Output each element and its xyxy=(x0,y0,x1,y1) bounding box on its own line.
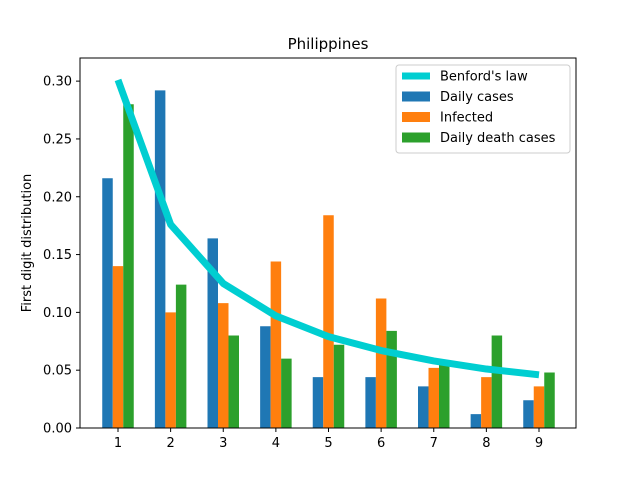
y-tick-label-0.15: 0.15 xyxy=(43,248,72,263)
x-tick-label-6: 6 xyxy=(377,436,385,451)
bar-daily-death-cases-1 xyxy=(123,104,134,428)
bar-infected-3 xyxy=(218,303,229,429)
bar-daily-cases-9 xyxy=(523,400,534,428)
bar-infected-1 xyxy=(112,266,124,429)
bar-daily-cases-6 xyxy=(365,377,376,429)
y-tick-label-0.25: 0.25 xyxy=(43,132,72,147)
bar-infected-9 xyxy=(533,386,545,429)
bar-daily-cases-5 xyxy=(312,377,324,429)
bar-daily-death-cases-3 xyxy=(228,335,239,428)
bar-infected-2 xyxy=(165,312,176,429)
bar-daily-cases-7 xyxy=(418,386,429,429)
legend-label-daily-death-cases: Daily death cases xyxy=(440,131,556,146)
benford-law-line xyxy=(114,78,540,379)
y-tick-label-0.05: 0.05 xyxy=(43,364,72,379)
legend: Benford's law Daily cases Infected Daily de… xyxy=(395,64,571,154)
chart-title: Philippines xyxy=(288,35,369,53)
x-tick-label-5: 5 xyxy=(324,436,332,451)
legend-box xyxy=(395,64,571,154)
x-tick-label-1: 1 xyxy=(114,436,122,451)
x-tick-label-2: 2 xyxy=(166,436,174,451)
x-tick-label-4: 4 xyxy=(272,436,280,451)
bar-daily-cases-3 xyxy=(207,238,218,428)
bar-daily-death-cases-4 xyxy=(281,358,292,429)
bar-daily-death-cases-7 xyxy=(439,363,450,428)
bar-infected-7 xyxy=(428,367,439,429)
y-tick-label-0.10: 0.10 xyxy=(43,306,72,321)
bar-daily-cases-1 xyxy=(102,178,113,428)
bar-infected-8 xyxy=(481,377,492,429)
axes-group: 1 2 3 4 5 6 7 8 9 0.00 0.05 0.10 0.15 0.20 0.25 0.30 xyxy=(43,57,577,451)
bar-infected-4 xyxy=(270,261,282,428)
x-tick-label-7: 7 xyxy=(430,436,438,451)
x-tick-label-3: 3 xyxy=(219,436,227,451)
legend-swatch-infected xyxy=(402,112,430,122)
legend-swatch-daily-death-cases xyxy=(402,132,430,143)
benford-line-layer xyxy=(114,78,540,379)
bar-daily-death-cases-8 xyxy=(491,335,503,428)
legend-label-infected: Infected xyxy=(440,111,493,126)
legend-swatch-daily-cases xyxy=(402,91,430,102)
bar-daily-death-cases-2 xyxy=(175,284,187,429)
y-axis-label: First digit distribution xyxy=(20,174,35,313)
y-tick-label-0.20: 0.20 xyxy=(43,190,72,205)
legend-label-benford: Benford's law xyxy=(440,70,528,85)
bar-daily-cases-4 xyxy=(260,326,271,428)
bar-daily-death-cases-5 xyxy=(333,344,345,428)
y-tick-label-0.30: 0.30 xyxy=(43,75,72,90)
legend-label-daily-cases: Daily cases xyxy=(440,90,514,105)
bars-group xyxy=(102,90,555,429)
bar-daily-cases-2 xyxy=(154,90,166,429)
bar-daily-cases-8 xyxy=(470,414,482,429)
bar-daily-death-cases-6 xyxy=(386,330,397,429)
x-tick-label-8: 8 xyxy=(482,436,490,451)
bar-infected-5 xyxy=(323,215,334,428)
y-tick-label-0.00: 0.00 xyxy=(43,422,72,437)
x-tick-label-9: 9 xyxy=(535,436,543,451)
bar-daily-death-cases-9 xyxy=(544,372,555,428)
bar-infected-6 xyxy=(375,298,387,428)
